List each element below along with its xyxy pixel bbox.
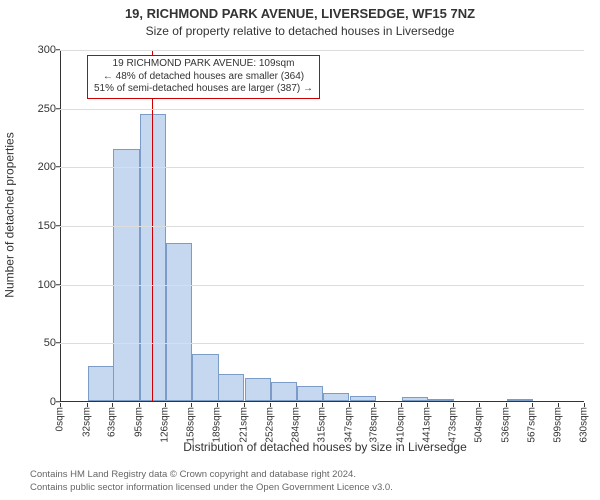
annotation-box: 19 RICHMOND PARK AVENUE: 109sqm ← 48% of… [87, 55, 320, 99]
histogram-bar [192, 354, 218, 401]
x-tick-label: 63sqm [107, 407, 118, 437]
histogram-bar [88, 366, 114, 401]
x-tick-label: 126sqm [159, 407, 170, 443]
x-tick-label: 32sqm [81, 407, 92, 437]
footer-line1: Contains HM Land Registry data © Crown c… [30, 469, 590, 481]
x-tick-label: 347sqm [343, 407, 354, 443]
x-tick-label: 284sqm [291, 407, 302, 443]
y-tick-label: 100 [22, 279, 56, 291]
histogram-bar [507, 399, 533, 401]
gridline [60, 50, 584, 51]
histogram-bar [166, 243, 192, 401]
y-axis-label: Number of detached properties [0, 0, 20, 430]
annotation-line2: ← 48% of detached houses are smaller (36… [94, 71, 313, 84]
y-tick-label: 300 [22, 44, 56, 56]
y-tick-label: 250 [22, 103, 56, 115]
annotation-line1: 19 RICHMOND PARK AVENUE: 109sqm [94, 58, 313, 71]
histogram-bar [402, 397, 428, 401]
x-tick-label: 0sqm [55, 407, 66, 431]
gridline [60, 343, 584, 344]
y-tick-label: 150 [22, 220, 56, 232]
x-tick-label: 504sqm [474, 407, 485, 443]
y-tick-label: 50 [22, 337, 56, 349]
x-tick-label: 189sqm [212, 407, 223, 443]
histogram-bar [218, 374, 244, 401]
footer-attribution: Contains HM Land Registry data © Crown c… [30, 469, 590, 494]
chart-title: 19, RICHMOND PARK AVENUE, LIVERSEDGE, WF… [0, 6, 600, 21]
x-tick-label: 158sqm [186, 407, 197, 443]
histogram-bar [113, 149, 139, 401]
x-tick-label: 315sqm [317, 407, 328, 443]
histogram-bar [428, 399, 454, 401]
footer-line2: Contains public sector information licen… [30, 482, 590, 494]
x-ticks-group: 0sqm32sqm63sqm95sqm126sqm158sqm189sqm221… [60, 403, 584, 443]
x-tick-label: 441sqm [421, 407, 432, 443]
histogram-bar [297, 386, 323, 401]
x-tick-label: 410sqm [396, 407, 407, 443]
x-tick-label: 567sqm [526, 407, 537, 443]
x-tick-label: 221sqm [238, 407, 249, 443]
x-axis-label: Distribution of detached houses by size … [60, 440, 590, 454]
y-axis-label-text: Number of detached properties [3, 132, 17, 297]
histogram-bar [323, 393, 349, 401]
x-tick-label: 252sqm [264, 407, 275, 443]
x-tick-label: 630sqm [579, 407, 590, 443]
gridline [60, 285, 584, 286]
x-tick-label: 599sqm [553, 407, 564, 443]
x-tick-label: 536sqm [500, 407, 511, 443]
x-tick-label: 95sqm [134, 407, 145, 437]
gridline [60, 226, 584, 227]
chart-subtitle: Size of property relative to detached ho… [0, 24, 600, 38]
y-tick-label: 200 [22, 161, 56, 173]
y-tick-label: 0 [22, 396, 56, 408]
x-tick-label: 378sqm [369, 407, 380, 443]
x-tick-label: 473sqm [448, 407, 459, 443]
chart-container: 19, RICHMOND PARK AVENUE, LIVERSEDGE, WF… [0, 0, 600, 500]
histogram-bar [350, 396, 376, 401]
histogram-bar [140, 114, 166, 401]
gridline [60, 167, 584, 168]
histogram-bar [245, 378, 271, 401]
annotation-line3: 51% of semi-detached houses are larger (… [94, 83, 313, 96]
histogram-bar [271, 382, 297, 401]
gridline [60, 109, 584, 110]
